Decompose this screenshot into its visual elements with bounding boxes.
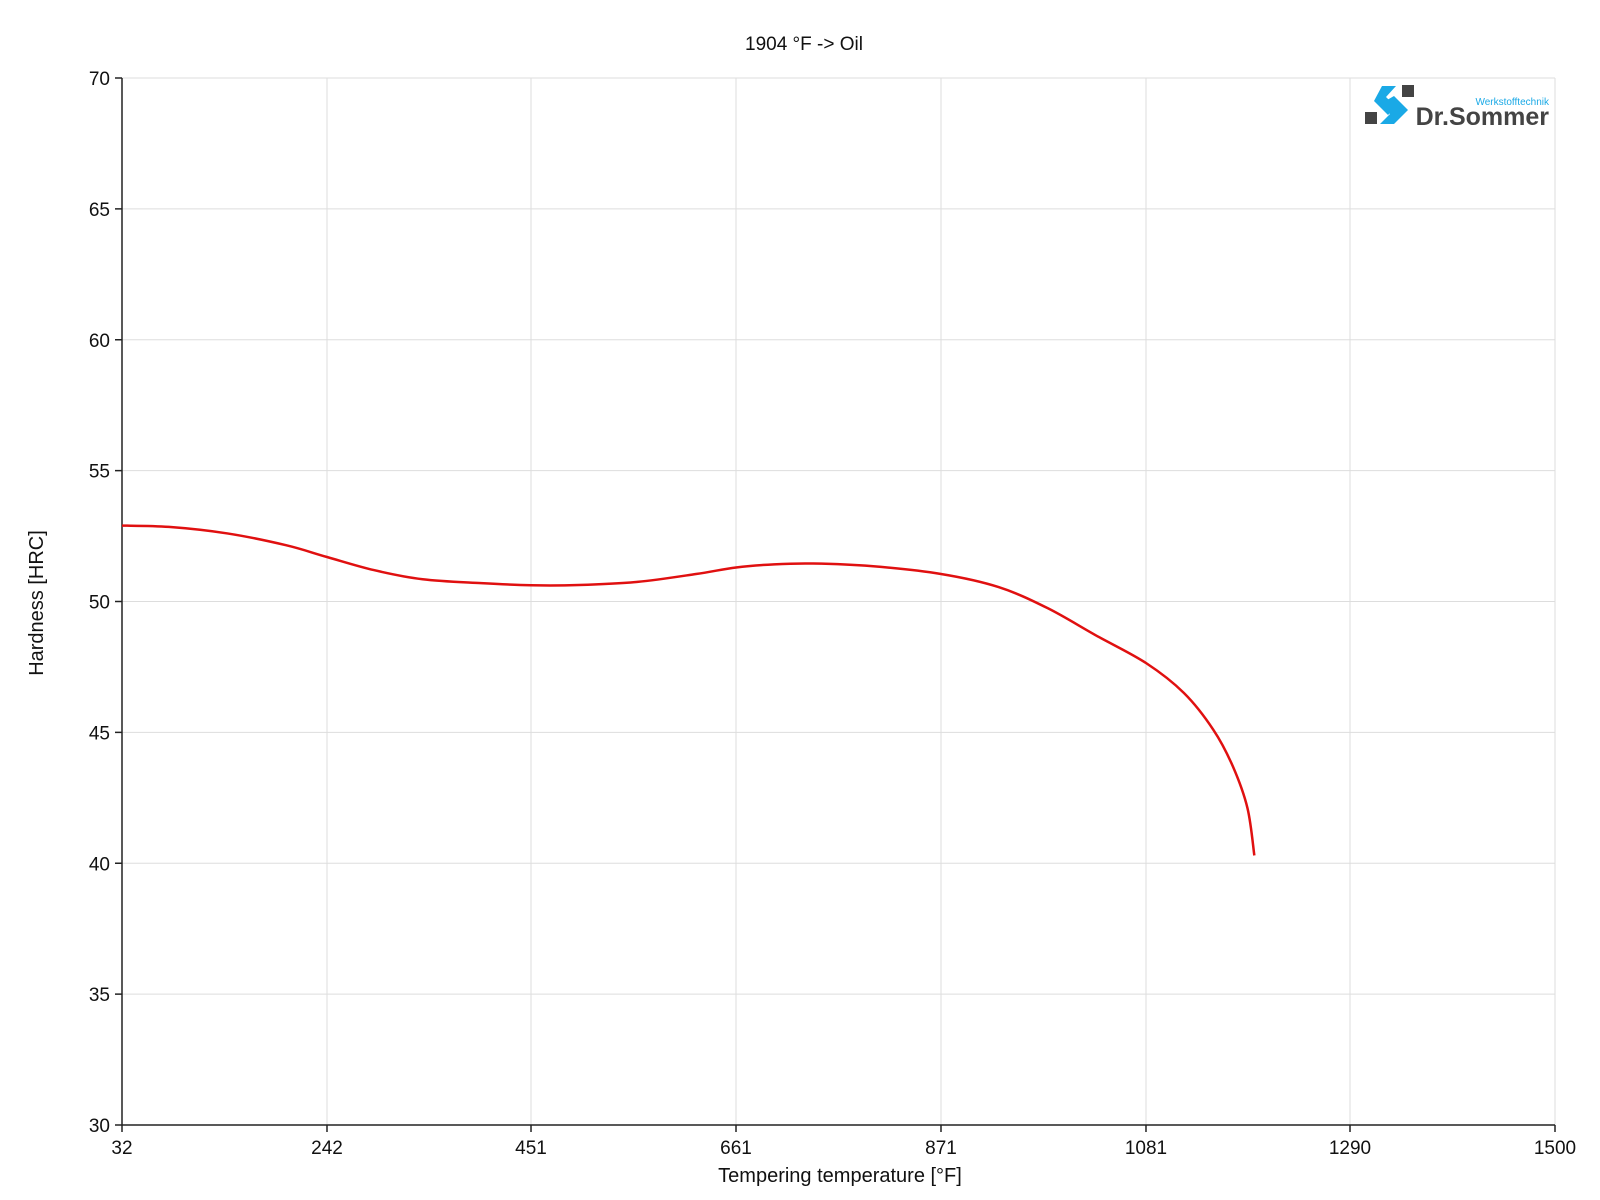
y-tick-label: 40 [89, 854, 110, 875]
x-tick-label: 32 [111, 1138, 132, 1159]
logo-mark-icon [1365, 85, 1414, 124]
y-axis-title: Hardness [HRC] [26, 530, 48, 676]
x-tick-label: 1500 [1534, 1138, 1576, 1159]
y-tick-label: 35 [89, 985, 110, 1006]
x-tick-label: 661 [720, 1138, 752, 1159]
axes [115, 77, 1556, 1132]
y-tick-label: 60 [89, 331, 110, 352]
x-tick-label: 451 [515, 1138, 547, 1159]
x-tick-label: 242 [311, 1138, 343, 1159]
logo-name: Dr.Sommer [1416, 103, 1550, 131]
logo-subtitle: Werkstofftechnik [1475, 97, 1550, 108]
x-axis-title: Tempering temperature [°F] [718, 1165, 962, 1187]
series [121, 524, 1256, 856]
x-tick-label: 1290 [1329, 1138, 1371, 1159]
y-tick-label: 70 [89, 69, 110, 90]
grid [122, 77, 1556, 1125]
y-tick-label: 30 [89, 1116, 110, 1137]
chart-title: 1904 °F -> Oil [745, 34, 863, 55]
y-tick-label: 65 [89, 200, 110, 221]
series-line [121, 524, 1256, 856]
dr-sommer-logo: Werkstofftechnik Dr.Sommer [1365, 85, 1550, 131]
tick-labels: 32 242 451 661 871 1081 1290 1500 30 35 40 45 50 55 60… [89, 69, 1576, 1159]
y-tick-label: 50 [89, 593, 110, 614]
y-tick-label: 55 [89, 462, 110, 483]
y-tick-label: 45 [89, 723, 110, 744]
x-tick-label: 1081 [1125, 1138, 1167, 1159]
x-tick-label: 871 [925, 1138, 957, 1159]
